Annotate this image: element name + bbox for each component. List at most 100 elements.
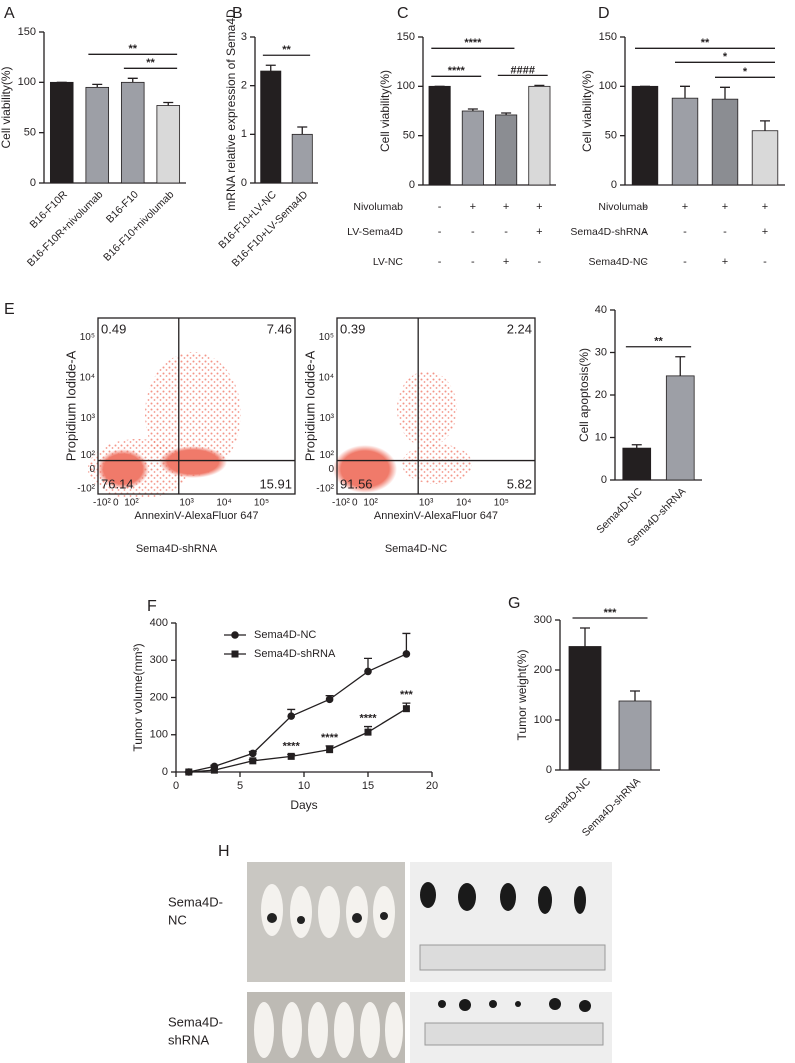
- y-tick-label: 10⁵: [80, 332, 95, 343]
- condition-sign: +: [682, 201, 688, 213]
- marker: [249, 757, 257, 765]
- mice: [254, 1002, 403, 1058]
- y-tick-label: 10⁵: [319, 332, 334, 343]
- y-axis-label: Propidium Iodide-A: [302, 350, 317, 461]
- significance: ****: [448, 65, 466, 77]
- panel-label: D: [598, 5, 610, 22]
- significance: ***: [400, 689, 414, 701]
- error-bar: [265, 64, 276, 72]
- legend-label: Sema4D-NC: [254, 629, 316, 641]
- y-tick-label: 0: [30, 177, 36, 189]
- x-tick-label: -10²: [332, 498, 350, 509]
- condition-sign: +: [503, 201, 509, 213]
- panel-label: B: [232, 5, 243, 22]
- x-tick-label: 10: [298, 780, 310, 792]
- y-tick-label: 0: [241, 177, 247, 189]
- y-tick-label: 10²: [81, 450, 96, 461]
- x-tick-label: B16-F10+nivolumab: [101, 188, 176, 263]
- panel-label: G: [508, 595, 520, 612]
- significance: ***: [604, 607, 618, 619]
- y-tick-label: 0: [601, 474, 607, 486]
- condition-name: LV-Sema4D: [347, 226, 403, 238]
- error-bar: [580, 627, 590, 647]
- row-label: Sema4D-: [168, 1014, 223, 1029]
- bar: [461, 110, 484, 186]
- marker: [326, 746, 334, 754]
- y-tick-label: 200: [150, 691, 168, 703]
- marker: [364, 667, 372, 676]
- condition-name: Nivolumab: [353, 201, 403, 213]
- condition-name: Sema4D-NC: [588, 256, 648, 268]
- marker: [287, 712, 296, 720]
- y-tick-label: 40: [595, 304, 607, 316]
- panel-label: E: [4, 301, 15, 318]
- condition-sign: -: [438, 226, 442, 238]
- significance: ####: [511, 64, 535, 76]
- significance: *: [723, 51, 728, 63]
- y-axis-label: mRNA relative expression of Sema4D: [224, 9, 238, 211]
- y-axis-label: Propidium Iodide-A: [63, 350, 78, 461]
- y-tick-label: 10⁴: [319, 372, 334, 383]
- significance: ****: [283, 740, 301, 752]
- quadrant-percent: 76.14: [101, 476, 134, 491]
- significance: **: [128, 43, 137, 55]
- x-tick-label: 10⁴: [456, 498, 471, 509]
- event-cloud: [402, 444, 472, 484]
- x-tick-label: 10⁴: [216, 498, 231, 509]
- marker: [185, 768, 193, 776]
- condition-sign: +: [536, 201, 542, 213]
- x-tick-label: Sema4D-NC: [543, 775, 594, 826]
- y-tick-label: 100: [150, 729, 168, 741]
- condition-name: LV-NC: [373, 256, 404, 268]
- x-axis-label: AnnexinV-AlexaFluor 647: [134, 510, 258, 522]
- x-tick-label: 15: [362, 780, 374, 792]
- tumors: [267, 912, 388, 924]
- y-axis-label: Cell apoptosis(%): [577, 348, 591, 442]
- condition-sign: -: [471, 226, 475, 238]
- y-tick-label: 20: [595, 389, 607, 401]
- panel-label: H: [218, 843, 230, 860]
- error-bar: [501, 112, 512, 115]
- bar: [156, 105, 181, 184]
- y-tick-label: 30: [595, 346, 607, 358]
- bar: [85, 86, 110, 184]
- tumors: [438, 998, 591, 1012]
- bar: [260, 70, 282, 184]
- condition-sign: -: [504, 226, 508, 238]
- condition-sign: +: [536, 226, 542, 238]
- caption: Sema4D-NC: [385, 543, 447, 555]
- condition-sign: +: [722, 201, 728, 213]
- marker: [325, 695, 334, 704]
- y-tick-label: 10³: [81, 413, 96, 424]
- y-tick-label: 10⁴: [80, 372, 95, 383]
- condition-sign: -: [683, 256, 687, 268]
- x-tick-label: 10²: [363, 498, 378, 509]
- tumors: [420, 882, 586, 914]
- y-tick-label: 300: [534, 614, 552, 626]
- y-axis-label: Cell viability(%): [580, 70, 594, 152]
- bar: [622, 447, 652, 481]
- event-cloud: [88, 439, 188, 499]
- significance: ****: [321, 732, 339, 744]
- condition-sign: +: [470, 201, 476, 213]
- error-bar: [467, 108, 478, 111]
- y-tick-label: 3: [241, 31, 247, 43]
- y-tick-label: 10²: [320, 450, 335, 461]
- condition-name: Nivolumab: [598, 201, 648, 213]
- caption: Sema4D-shRNA: [136, 543, 218, 555]
- y-tick-label: 10³: [320, 413, 335, 424]
- error-bar: [720, 86, 730, 100]
- y-tick-label: 0: [328, 464, 334, 475]
- significance: **: [282, 44, 291, 56]
- photo-panel: H Sema4D- NC Sema4D- shRNA: [168, 843, 612, 1063]
- event-cloud: [333, 445, 397, 493]
- plot-frame: [97, 317, 296, 495]
- bar: [711, 98, 739, 186]
- condition-sign: -: [643, 201, 647, 213]
- marker: [210, 766, 218, 774]
- event-cloud: [145, 352, 241, 476]
- error-bar: [680, 85, 690, 99]
- condition-sign: -: [643, 256, 647, 268]
- significance: ****: [359, 712, 377, 724]
